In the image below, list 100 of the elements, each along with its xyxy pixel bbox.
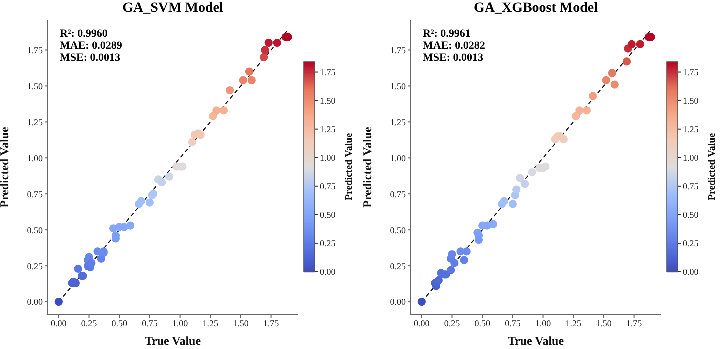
point (610, 80, 619, 89)
color-bar-label: 0.25 (683, 238, 700, 249)
point (460, 256, 468, 264)
y-tick-label: 1.75 (27, 45, 44, 56)
color-bar-title: Predicted Value (344, 132, 355, 201)
point (74, 264, 82, 274)
annotation: MSE: 0.0013 (423, 52, 484, 64)
x-tick-label: 0.25 (444, 318, 461, 328)
x-tick-label: 1.25 (202, 318, 219, 328)
color-bar-label: 0.00 (320, 267, 336, 278)
point (260, 53, 268, 62)
x-tick-label: 0.50 (474, 318, 491, 328)
annotation: R²: 0.9961 (423, 28, 472, 40)
point (521, 180, 530, 188)
y-tick-label: 1.50 (27, 81, 44, 92)
color-bar-label: 1.50 (683, 96, 700, 106)
point (516, 174, 524, 182)
point (88, 259, 96, 268)
y-tick-label: 1.25 (390, 117, 406, 128)
point (165, 172, 174, 181)
point (220, 106, 228, 115)
point (158, 178, 166, 187)
x-tick-label: 0.00 (414, 318, 430, 328)
color-bar-label: 1.00 (683, 153, 700, 164)
color-bar-label: 0.75 (320, 182, 336, 192)
chart-title: GA_SVM Model (122, 0, 224, 18)
annotation: MSE: 0.0013 (60, 52, 122, 64)
x-axis-title: True Value (508, 334, 565, 348)
point (261, 46, 270, 54)
point (582, 106, 592, 115)
x-tick-label: 0.25 (81, 318, 98, 328)
x-tick-label: 0.75 (505, 318, 522, 328)
point (542, 162, 550, 171)
point (450, 259, 459, 268)
x-axis-title: True Value (144, 334, 202, 348)
x-tick-label: 0.50 (112, 318, 128, 328)
chart-title: GA_XGBoost Model (472, 0, 600, 18)
point (264, 38, 273, 48)
point (500, 197, 509, 206)
point (608, 69, 617, 78)
y-tick-label: 0.50 (390, 225, 406, 236)
point (137, 197, 146, 206)
y-tick-label: 1.25 (27, 117, 44, 128)
point (248, 76, 256, 84)
y-tick-label: 0.25 (390, 261, 406, 272)
y-tick-label: 0.00 (390, 297, 406, 308)
color-bar-title: Predicted Value (707, 132, 718, 201)
color-bar-label: 0.00 (683, 267, 700, 278)
y-tick-label: 0.75 (27, 189, 44, 200)
point (126, 222, 135, 230)
y-tick-label: 0.25 (27, 261, 44, 272)
y-axis-title: Predicted Value (360, 126, 374, 208)
point (528, 168, 536, 177)
x-tick-label: 1.75 (626, 318, 643, 328)
point (572, 112, 580, 120)
color-bar-label: 1.25 (683, 124, 700, 134)
point (226, 86, 234, 95)
point (512, 186, 521, 194)
point (462, 248, 471, 256)
annotation: MAE: 0.0289 (60, 40, 122, 52)
x-tick-label: 1.00 (535, 318, 552, 328)
y-tick-label: 1.50 (390, 81, 406, 92)
x-tick-label: 1.25 (566, 318, 582, 328)
y-axis-title: Predicted Value (0, 126, 12, 208)
point (560, 135, 568, 144)
y-tick-label: 1.00 (27, 153, 44, 164)
color-bar-label: 1.75 (683, 67, 700, 78)
color-bar-label: 1.00 (320, 153, 336, 164)
y-tick-label: 0.75 (390, 189, 406, 200)
point (474, 236, 484, 244)
annotation: R²: 0.9960 (60, 28, 109, 40)
x-tick-label: 0.75 (142, 318, 158, 328)
annotation: MAE: 0.0282 (423, 40, 486, 52)
point (622, 58, 632, 66)
point (146, 198, 154, 207)
point (489, 220, 498, 228)
point (628, 40, 636, 49)
color-bar-label: 1.25 (320, 124, 336, 134)
x-tick-label: 1.00 (172, 318, 189, 328)
color-bar-label: 0.25 (320, 238, 336, 249)
y-tick-label: 0.50 (27, 225, 44, 236)
point (576, 106, 584, 115)
point (208, 112, 218, 120)
point (636, 40, 644, 49)
y-tick-label: 1.75 (390, 45, 406, 56)
point (588, 92, 598, 100)
color-bar-label: 1.50 (320, 96, 336, 106)
point (273, 38, 282, 48)
point (245, 68, 254, 76)
y-tick-label: 0.00 (27, 297, 44, 308)
color-bar-label: 0.50 (320, 210, 336, 220)
point (54, 298, 63, 306)
point (418, 298, 426, 306)
color-bar-label: 1.75 (320, 67, 336, 78)
point (602, 76, 610, 84)
point (508, 200, 518, 208)
color-bar-label: 0.50 (683, 210, 700, 220)
y-tick-label: 1.00 (390, 153, 406, 164)
point (188, 138, 196, 146)
color-bar-label: 0.75 (683, 182, 700, 192)
